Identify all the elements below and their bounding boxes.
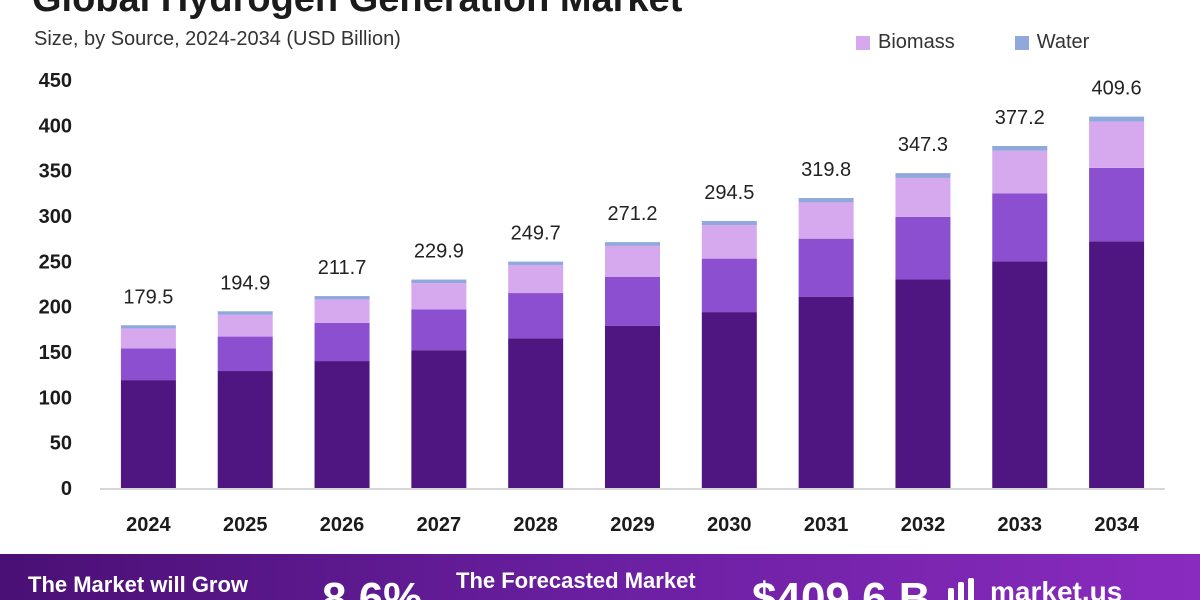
- bar-total-label: 347.3: [898, 134, 948, 156]
- x-tick-label: 2026: [320, 514, 365, 536]
- bar-total-label: 319.8: [801, 159, 851, 181]
- y-tick-label: 150: [39, 342, 72, 364]
- bar-total-label: 294.5: [704, 182, 754, 204]
- x-tick-label: 2031: [804, 514, 849, 536]
- x-tick-label: 2029: [610, 514, 655, 536]
- bar-segment-series-2: [992, 193, 1048, 262]
- y-tick-label: 0: [61, 478, 72, 500]
- summary-banner: The Market will Grow 8.6% The Forecasted…: [0, 554, 1200, 600]
- x-tick-label: 2030: [707, 514, 752, 536]
- x-tick-label: 2032: [901, 514, 946, 536]
- x-tick-label: 2025: [223, 514, 268, 536]
- bar-segment-water: [508, 261, 564, 265]
- bar-chart-logo-icon: [948, 578, 974, 600]
- bar-segment-series-2: [1089, 167, 1145, 242]
- bar-segment-series-2: [120, 348, 176, 381]
- y-tick-label: 350: [39, 161, 72, 183]
- bar-segment-series-1: [411, 350, 467, 488]
- bar-segment-series-1: [508, 338, 564, 488]
- chart-title: Global Hydrogen Generation Market: [32, 0, 682, 21]
- bar-segment-series-2: [217, 336, 273, 372]
- bar-segment-series-2: [605, 276, 660, 326]
- legend-label-water: Water: [1036, 31, 1090, 53]
- bar-segment-biomass: [701, 225, 757, 259]
- bar-segment-series-2: [798, 238, 854, 297]
- bar-segment-biomass: [992, 150, 1048, 194]
- bar-segment-series-2: [508, 293, 564, 339]
- bar-segment-water: [217, 311, 273, 315]
- bar-segment-series-1: [605, 325, 660, 488]
- y-tick-label: 50: [50, 433, 72, 455]
- bar-total-label: 194.9: [220, 272, 270, 294]
- bar-segment-biomass: [1089, 121, 1145, 168]
- banner-forecast-label: The Forecasted Market: [456, 568, 696, 593]
- bar-segment-water: [895, 173, 951, 178]
- bar-segment-series-2: [314, 322, 370, 362]
- bar-segment-biomass: [605, 245, 660, 277]
- bar-segment-series-2: [701, 258, 757, 313]
- y-tick-label: 250: [39, 251, 72, 273]
- bar-segment-series-1: [798, 296, 854, 488]
- chart-subtitle: Size, by Source, 2024-2034 (USD Billion): [34, 28, 401, 50]
- bar-segment-water: [120, 325, 176, 329]
- bar-total-label: 211.7: [318, 257, 367, 279]
- y-tick-label: 300: [39, 206, 72, 228]
- bar-segment-series-1: [1089, 241, 1145, 488]
- x-tick-label: 2034: [1094, 514, 1139, 536]
- chart-legend: Biomass Water: [856, 31, 1089, 54]
- banner-cagr-value: 8.6%: [322, 574, 423, 600]
- bar-segment-biomass: [895, 177, 951, 217]
- legend-item-biomass: Biomass: [856, 31, 955, 54]
- bar-segment-series-1: [701, 312, 757, 488]
- bar-segment-water: [701, 220, 757, 226]
- x-tick-label: 2027: [417, 514, 462, 536]
- x-tick-label: 2033: [998, 514, 1043, 536]
- bar-segment-biomass: [508, 264, 564, 294]
- y-tick-label: 100: [39, 387, 72, 409]
- bar-segment-water: [1089, 116, 1145, 122]
- bar-segment-water: [798, 198, 854, 203]
- banner-forecast-value: $409.6 B: [752, 574, 931, 600]
- bar-segment-series-2: [895, 216, 951, 280]
- bar-segment-series-1: [314, 361, 370, 488]
- banner-grow-label: The Market will Grow: [28, 572, 249, 597]
- y-tick-label: 400: [39, 115, 72, 137]
- bar-segment-series-2: [411, 309, 467, 351]
- bar-segment-water: [605, 242, 660, 246]
- bar-segment-biomass: [217, 314, 273, 337]
- bar-segment-biomass: [314, 299, 370, 323]
- bar-total-label: 271.2: [607, 203, 657, 225]
- y-tick-label: 450: [39, 70, 72, 92]
- y-tick-label: 200: [39, 297, 72, 319]
- legend-swatch-water: [1014, 35, 1029, 50]
- legend-item-water: Water: [1014, 31, 1090, 54]
- stacked-bar-chart: 0 50 100 150 200 250 300 350 400 450 179.5 2024 194.…: [39, 70, 1165, 536]
- x-tick-label: 2024: [126, 514, 171, 536]
- bar-total-label: 229.9: [414, 241, 464, 263]
- bar-total-label: 409.6: [1092, 78, 1142, 100]
- bar-total-label: 249.7: [511, 223, 561, 245]
- bar-segment-biomass: [798, 202, 854, 239]
- legend-swatch-biomass: [856, 35, 870, 50]
- legend-label-biomass: Biomass: [878, 31, 955, 53]
- bar-total-label: 377.2: [995, 107, 1045, 129]
- bar-segment-biomass: [120, 328, 176, 349]
- brand-logo-text: market.us: [990, 576, 1123, 600]
- bar-segment-series-1: [895, 279, 951, 488]
- bar-segment-water: [411, 279, 467, 284]
- bar-total-label: 179.5: [123, 286, 173, 308]
- bar-segment-series-1: [992, 261, 1048, 488]
- bar-segment-biomass: [411, 283, 467, 310]
- bar-segment-series-1: [120, 380, 176, 488]
- x-tick-label: 2028: [513, 514, 558, 536]
- bar-segment-water: [992, 146, 1048, 151]
- bar-segment-series-1: [217, 371, 273, 488]
- bar-segment-water: [314, 296, 370, 300]
